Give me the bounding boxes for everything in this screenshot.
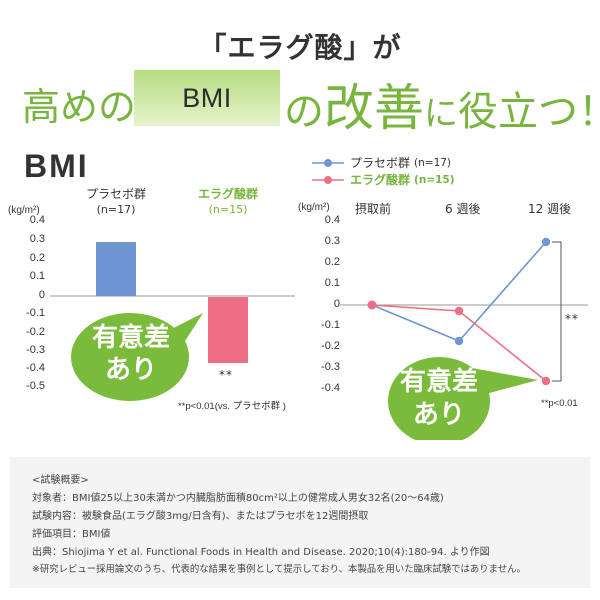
line-tick: 0 xyxy=(333,298,340,310)
headline-part-improve: 改善 xyxy=(324,79,424,137)
col-label-6w: 6 週後 xyxy=(445,202,481,216)
col-label-12w: 12 週後 xyxy=(528,202,572,216)
bar-tick: 0.3 xyxy=(29,233,45,245)
point-placebo-12w xyxy=(541,237,551,247)
line-tick: -0.1 xyxy=(321,319,340,331)
legend-ellagic-label: エラグ酸群 xyxy=(350,173,411,187)
bar-significance-stars: ** xyxy=(219,368,233,382)
bar-pvalue-note: **p<0.01(vs. プラセボ群 ) xyxy=(178,401,286,412)
bar-placebo xyxy=(96,242,136,296)
legend-ellagic-n: (n=15) xyxy=(414,173,455,186)
headline-high: 高めの xyxy=(22,85,137,129)
point-start xyxy=(367,300,377,310)
bar-group-label-placebo: プラセボ群 (n=17) xyxy=(71,187,161,217)
legend-placebo-marker xyxy=(312,158,344,167)
legend-ellagic: エラグ酸群 (n=15) xyxy=(310,171,455,188)
summary-subjects: 対象者：BMI値25以上30未満かつ内臓脂肪面積80cm²以上の健常成人男女32… xyxy=(32,493,444,504)
line-tick: 0.3 xyxy=(324,235,340,247)
bar-chart: (kg/m²) 0.4 0.3 0.2 0.1 0 -0.1 -0.2 -0.3… xyxy=(0,0,300,420)
bmi-highlight-text: BMI xyxy=(182,82,232,113)
summary-endpoint: 評価項目：BMI値 xyxy=(32,529,111,540)
headline-part-ni: に xyxy=(424,94,458,134)
bmi-highlight-box: BMI xyxy=(134,70,280,126)
line-tick: 0.2 xyxy=(324,256,340,268)
line-tick: -0.2 xyxy=(321,340,340,352)
line-tick: -0.4 xyxy=(321,382,340,394)
headline-improvement: の改善に役立つ！ xyxy=(284,68,600,140)
summary-source: 出典：Shiojima Y et al. Functional Foods in… xyxy=(32,547,490,558)
bar-tick: 0 xyxy=(38,289,45,301)
headline-part-no: の xyxy=(284,89,324,135)
bar-tick: -0.1 xyxy=(26,307,45,319)
legend-placebo-label: プラセボ群 xyxy=(350,156,411,170)
line-tick: 0.4 xyxy=(324,214,340,226)
legend-placebo-n: (n=17) xyxy=(414,156,452,169)
bubble-line2: あり xyxy=(412,400,465,430)
line-tick: 0.1 xyxy=(324,277,340,289)
ellagic-n: (n=15) xyxy=(208,203,248,216)
ellagic-label: エラグ酸群 xyxy=(197,187,258,201)
point-ellagic-12w xyxy=(541,376,551,386)
bubble-text-right: 有意差 あり xyxy=(388,366,490,432)
point-placebo-6w xyxy=(454,336,464,346)
line-tick: -0.3 xyxy=(321,361,340,373)
line-significance-stars: ** xyxy=(565,312,579,326)
summary-heading: <試験概要> xyxy=(32,475,89,486)
line-chart-plot xyxy=(340,237,588,440)
summary-disclaimer: ※研究レビュー採用論文のうち、代表的な結果を事例として提示しており、本製品を用い… xyxy=(32,564,526,575)
bar-tick: 0.1 xyxy=(29,270,45,282)
significance-bracket xyxy=(552,241,562,382)
bar-chart-plot xyxy=(50,242,295,401)
legend-placebo: プラセボ群 (n=17) xyxy=(310,154,451,171)
significance-bubble-left xyxy=(71,313,203,401)
section-title-bmi: BMI xyxy=(24,148,89,184)
bar-ellagic xyxy=(208,297,248,363)
bubble-line1: 有意差 xyxy=(91,323,170,353)
bubble-text-left: 有意差 あり xyxy=(72,322,190,386)
placebo-label: プラセボ群 xyxy=(85,187,146,201)
bubble-line1: 有意差 xyxy=(399,367,478,397)
bar-chart-unit: (kg/m²) xyxy=(8,205,40,216)
line-pvalue-note: **p<0.01 xyxy=(541,398,578,409)
placebo-n: (n=17) xyxy=(96,203,136,216)
headline-part-helpful: 役立つ！ xyxy=(458,89,600,135)
point-ellagic-6w xyxy=(454,306,464,316)
bubble-line2: あり xyxy=(104,355,157,385)
study-summary-box: <試験概要> 対象者：BMI値25以上30未満かつ内臓脂肪面積80cm²以上の健… xyxy=(10,457,590,588)
bar-tick: -0.3 xyxy=(26,344,45,356)
bar-group-label-ellagic: エラグ酸群 (n=15) xyxy=(183,187,273,217)
bar-tick: 0.2 xyxy=(29,252,45,264)
col-label-before: 摂取前 xyxy=(355,202,392,216)
legend-ellagic-marker xyxy=(312,175,344,184)
line-chart-unit: (kg/m²) xyxy=(298,202,330,213)
headline-ellagic-acid: 「エラグ酸」が xyxy=(198,31,402,64)
series-placebo-line xyxy=(371,241,547,342)
significance-bubble-right xyxy=(388,357,538,440)
summary-content: 試験内容：被験食品(エラグ酸3mg/日含有)、またはプラセボを12週間摂取 xyxy=(32,511,369,522)
bar-tick: -0.2 xyxy=(26,326,45,338)
bar-tick: -0.5 xyxy=(26,380,45,392)
bar-tick: -0.4 xyxy=(26,362,45,374)
bar-tick: 0.4 xyxy=(29,214,45,226)
line-chart: プラセボ群 (n=17) エラグ酸群 (n=15) (kg/m²) 摂取前 6 … xyxy=(298,140,600,440)
